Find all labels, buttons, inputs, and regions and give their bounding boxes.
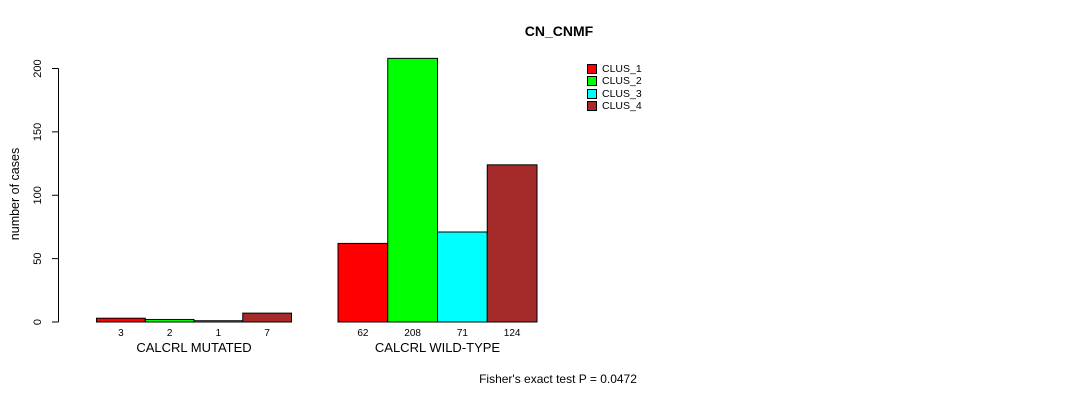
legend-label: CLUS_3 <box>602 87 642 100</box>
bar-value-label: 7 <box>264 328 270 339</box>
legend-swatch-clus-2 <box>587 76 597 87</box>
y-axis-tick-label: 150 <box>32 123 44 141</box>
legend-item: CLUS_1 <box>587 63 642 75</box>
legend: CLUS_1 CLUS_2 CLUS_3 CLUS_4 <box>587 63 642 112</box>
bar-value-label: 1 <box>216 328 222 339</box>
y-axis-title: number of cases <box>7 147 22 241</box>
group-label: CALCRL WILD-TYPE <box>375 340 501 355</box>
bar-CLUS_1 <box>96 317 146 323</box>
legend-label: CLUS_1 <box>602 62 642 75</box>
bar-value-label: 71 <box>457 328 469 339</box>
bar-CLUS_4 <box>486 164 538 323</box>
stat-annotation: Fisher's exact test P = 0.0472 <box>479 372 637 386</box>
bar-CLUS_2 <box>387 57 438 323</box>
bar-value-label: 62 <box>357 328 369 339</box>
y-axis-tick-label: 50 <box>32 253 44 265</box>
bar-CLUS_3 <box>193 320 244 323</box>
legend-item: CLUS_2 <box>587 75 642 87</box>
bar-CLUS_4 <box>242 312 292 323</box>
y-axis-tick-label: 0 <box>32 319 44 325</box>
bar-value-label: 208 <box>404 328 421 339</box>
bar-value-label: 2 <box>167 328 173 339</box>
legend-label: CLUS_2 <box>602 75 642 88</box>
bar-value-label: 3 <box>118 328 124 339</box>
legend-swatch-clus-1 <box>587 64 597 75</box>
chart-title: CN_CNMF <box>524 23 594 39</box>
legend-item: CLUS_4 <box>587 100 642 112</box>
bar-CLUS_3 <box>437 231 488 323</box>
bar-value-label: 124 <box>504 328 521 339</box>
legend-swatch-clus-4 <box>587 101 597 112</box>
y-axis-tick-label: 100 <box>32 186 44 204</box>
bar-CLUS_1 <box>337 242 389 323</box>
legend-swatch-clus-3 <box>587 88 597 99</box>
legend-label: CLUS_4 <box>602 99 642 112</box>
bar-CLUS_2 <box>144 318 195 323</box>
legend-item: CLUS_3 <box>587 88 642 100</box>
group-label: CALCRL MUTATED <box>136 340 251 355</box>
y-axis-tick-label: 200 <box>32 59 44 77</box>
